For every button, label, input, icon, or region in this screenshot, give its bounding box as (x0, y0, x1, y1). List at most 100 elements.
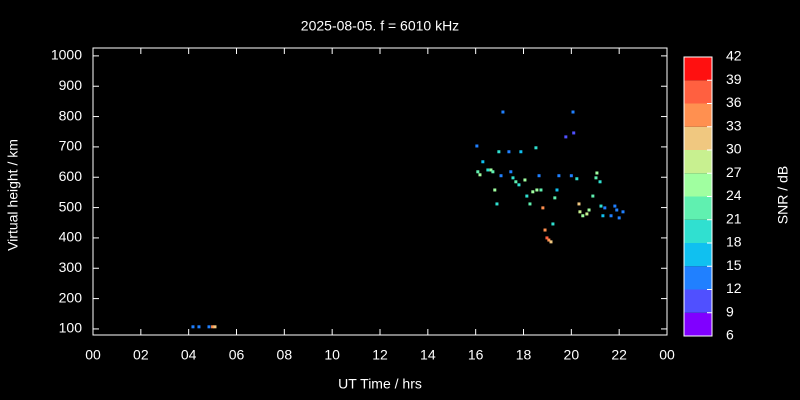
data-point (572, 131, 576, 135)
x-tick-label: 14 (420, 347, 436, 363)
data-point (491, 170, 495, 174)
y-tick-label: 800 (59, 107, 83, 123)
data-point (594, 176, 598, 180)
colorbar-tick-label: 33 (726, 117, 742, 133)
y-tick-label: 700 (59, 138, 83, 154)
colorbar-tick-label: 21 (726, 210, 742, 226)
data-point (595, 171, 599, 175)
data-point (545, 236, 549, 240)
data-point (601, 214, 605, 218)
colorbar-band (684, 196, 712, 220)
colorbar-tick-label: 15 (726, 257, 742, 273)
colorbar-tick-label: 30 (726, 141, 742, 157)
data-point (495, 202, 499, 206)
data-point (211, 325, 215, 329)
colorbar-tick-label: 9 (726, 303, 734, 319)
data-point (537, 174, 541, 178)
colorbar-band (684, 289, 712, 313)
data-point (621, 210, 625, 214)
data-point (525, 194, 529, 198)
data-point (599, 204, 603, 208)
data-point (514, 180, 518, 184)
data-point (207, 325, 211, 329)
data-point (489, 168, 493, 172)
colorbar-band (684, 219, 712, 243)
data-point (541, 206, 545, 210)
data-point (507, 150, 511, 154)
y-tick-label: 300 (59, 259, 83, 275)
data-point (617, 216, 621, 220)
y-tick-label: 100 (59, 320, 83, 336)
colorbar-tick-label: 24 (726, 187, 742, 203)
data-point (549, 240, 553, 244)
data-point (543, 228, 547, 232)
y-tick-label: 1000 (51, 47, 82, 63)
data-point (493, 188, 497, 192)
colorbar-tick-label: 39 (726, 71, 742, 87)
data-point (517, 183, 521, 187)
data-point (501, 110, 505, 114)
data-point (531, 190, 535, 194)
colorbar-band (684, 80, 712, 104)
colorbar-band (684, 103, 712, 127)
data-point (577, 202, 581, 206)
colorbar-band (684, 266, 712, 290)
data-point (613, 204, 617, 208)
data-point (535, 188, 539, 192)
colorbar-band (684, 57, 712, 81)
data-point (553, 196, 557, 200)
data-point (475, 144, 479, 148)
colorbar-band (684, 243, 712, 267)
data-point (481, 160, 485, 164)
data-point (519, 150, 523, 154)
data-point (603, 206, 607, 210)
data-point (578, 210, 582, 214)
y-tick-label: 900 (59, 77, 83, 93)
x-tick-label: 00 (659, 347, 675, 363)
data-point (575, 177, 579, 181)
x-tick-label: 20 (564, 347, 580, 363)
data-point (486, 168, 490, 172)
x-tick-label: 04 (181, 347, 197, 363)
data-point (528, 202, 532, 206)
data-point (497, 150, 501, 154)
data-point (591, 194, 595, 198)
data-point (585, 212, 589, 216)
data-point (191, 325, 195, 329)
x-tick-label: 00 (85, 347, 101, 363)
x-tick-label: 12 (372, 347, 388, 363)
data-point (509, 170, 513, 174)
y-tick-label: 600 (59, 168, 83, 184)
data-point (197, 325, 201, 329)
colorbar-label: SNR / dB (775, 166, 791, 224)
data-point (551, 222, 555, 226)
y-axis-label: Virtual height / km (5, 139, 21, 251)
data-point (478, 173, 482, 177)
data-point (598, 180, 602, 184)
data-point (615, 208, 619, 212)
data-point (609, 214, 613, 218)
data-point (587, 208, 591, 212)
colorbar-tick-label: 6 (726, 327, 734, 343)
y-tick-label: 200 (59, 289, 83, 305)
x-tick-label: 10 (324, 347, 340, 363)
data-point (476, 170, 480, 174)
y-tick-label: 400 (59, 229, 83, 245)
colorbar-tick-label: 18 (726, 234, 742, 250)
colorbar-band (684, 126, 712, 150)
x-tick-label: 16 (468, 347, 484, 363)
data-point (571, 110, 575, 114)
colorbar-band (684, 173, 712, 197)
x-tick-label: 02 (133, 347, 149, 363)
x-tick-label: 06 (229, 347, 245, 363)
data-point (564, 135, 568, 139)
x-tick-label: 08 (277, 347, 293, 363)
data-point (511, 176, 515, 180)
data-point (213, 325, 217, 329)
colorbar-band (684, 312, 712, 336)
colorbar-tick-label: 42 (726, 48, 742, 64)
data-point (523, 178, 527, 182)
chart-title: 2025-08-05. f = 6010 kHz (301, 18, 459, 34)
